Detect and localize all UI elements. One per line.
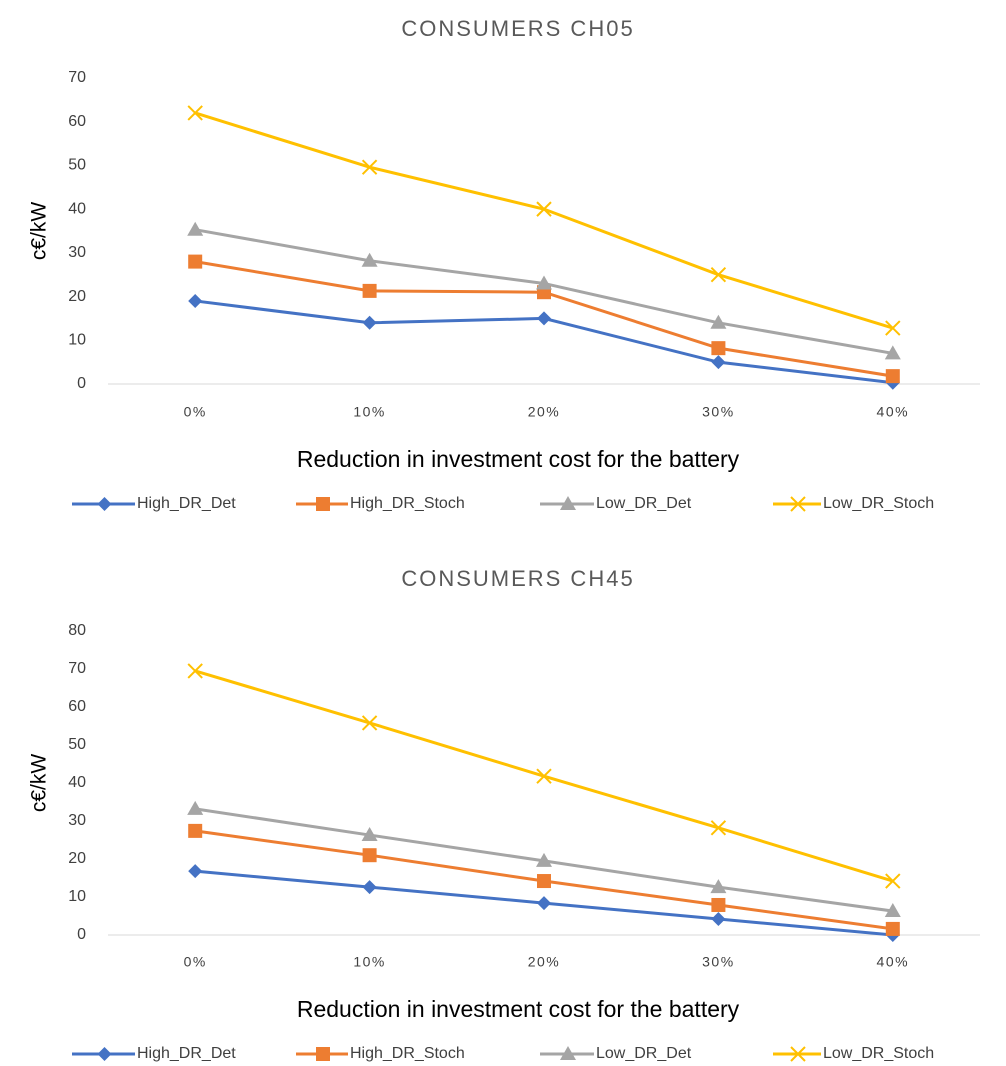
marker — [536, 201, 552, 217]
y-tick-label: 40 — [68, 200, 86, 217]
marker — [362, 848, 377, 863]
marker — [711, 355, 726, 370]
x-axis-label: Reduction in investment cost for the bat… — [297, 996, 740, 1022]
marker — [187, 221, 204, 236]
y-tick-label: 10 — [68, 888, 86, 905]
y-tick-label: 40 — [68, 774, 86, 791]
marker — [362, 315, 377, 330]
y-tick-label: 0 — [77, 375, 86, 392]
y-tick-label: 20 — [68, 288, 86, 305]
marker — [884, 903, 901, 918]
y-tick-label: 60 — [68, 698, 86, 715]
legend-label: Low_DR_Stoch — [823, 1045, 934, 1062]
marker — [537, 874, 551, 889]
x-tick-label: 30% — [702, 404, 735, 420]
marker — [885, 873, 901, 889]
x-axis-label: Reduction in investment cost for the bat… — [297, 446, 740, 472]
marker — [188, 864, 203, 879]
marker — [97, 1047, 112, 1061]
x-tick-label: 10% — [353, 404, 386, 420]
chart-title: CONSUMERS CH45 — [401, 566, 634, 591]
y-tick-label: 30 — [68, 812, 86, 829]
marker — [710, 820, 727, 836]
marker — [188, 293, 203, 308]
marker — [537, 896, 551, 911]
marker — [361, 159, 378, 175]
y-tick-label: 50 — [68, 157, 86, 174]
chart: CONSUMERS CH05 c€/kW Reduction in investme… — [28, 16, 980, 512]
marker — [536, 275, 552, 290]
y-tick-label: 50 — [68, 736, 86, 753]
legend-label: Low_DR_Stoch — [823, 495, 934, 512]
x-tick-label: 20% — [528, 404, 561, 420]
x-tick-label: 40% — [877, 954, 910, 970]
chart-title: CONSUMERS CH05 — [401, 16, 634, 41]
x-tick-label: 20% — [528, 954, 561, 970]
marker — [711, 897, 726, 912]
marker — [560, 496, 576, 510]
marker — [711, 912, 726, 927]
marker — [97, 497, 112, 511]
y-axis-label: c€/kW — [28, 754, 51, 813]
marker — [536, 768, 552, 784]
marker — [361, 715, 378, 731]
marker — [187, 105, 203, 121]
marker — [711, 341, 726, 356]
x-tick-label: 40% — [877, 404, 910, 420]
marker — [316, 497, 330, 511]
y-tick-label: 0 — [77, 926, 86, 943]
y-tick-label: 80 — [68, 622, 86, 639]
legend-label: High_DR_Det — [137, 1045, 236, 1062]
x-tick-label: 0% — [184, 954, 207, 970]
legend-label: High_DR_Det — [137, 495, 236, 512]
marker — [187, 663, 203, 679]
marker — [885, 369, 900, 384]
marker — [885, 921, 900, 936]
marker — [362, 283, 377, 298]
marker — [187, 800, 204, 815]
marker — [884, 345, 901, 360]
y-tick-label: 70 — [68, 69, 86, 86]
marker — [536, 852, 552, 867]
y-tick-label: 10 — [68, 332, 86, 349]
chart: CONSUMERS CH45 c€/kW Reduction in investme… — [28, 566, 980, 1062]
legend-label: Low_DR_Det — [596, 1045, 692, 1062]
marker — [316, 1047, 330, 1061]
marker — [362, 880, 377, 895]
legend-label: Low_DR_Det — [596, 495, 692, 512]
legend-label: High_DR_Stoch — [350, 1045, 465, 1062]
marker — [710, 879, 727, 894]
marker — [560, 1046, 576, 1060]
marker — [361, 827, 378, 842]
marker — [361, 252, 378, 267]
x-tick-label: 0% — [184, 404, 207, 420]
x-tick-label: 30% — [702, 954, 735, 970]
y-tick-label: 20 — [68, 850, 86, 867]
marker — [188, 823, 203, 838]
y-tick-label: 70 — [68, 660, 86, 677]
marker — [710, 267, 727, 283]
x-tick-label: 10% — [353, 954, 386, 970]
marker — [710, 314, 727, 329]
marker — [790, 496, 806, 512]
marker — [537, 311, 551, 326]
marker — [188, 254, 203, 269]
marker — [790, 1046, 806, 1062]
y-axis-label: c€/kW — [28, 202, 51, 261]
y-tick-label: 60 — [68, 113, 86, 130]
legend-label: High_DR_Stoch — [350, 495, 465, 512]
y-tick-label: 30 — [68, 244, 86, 261]
marker — [885, 320, 901, 336]
